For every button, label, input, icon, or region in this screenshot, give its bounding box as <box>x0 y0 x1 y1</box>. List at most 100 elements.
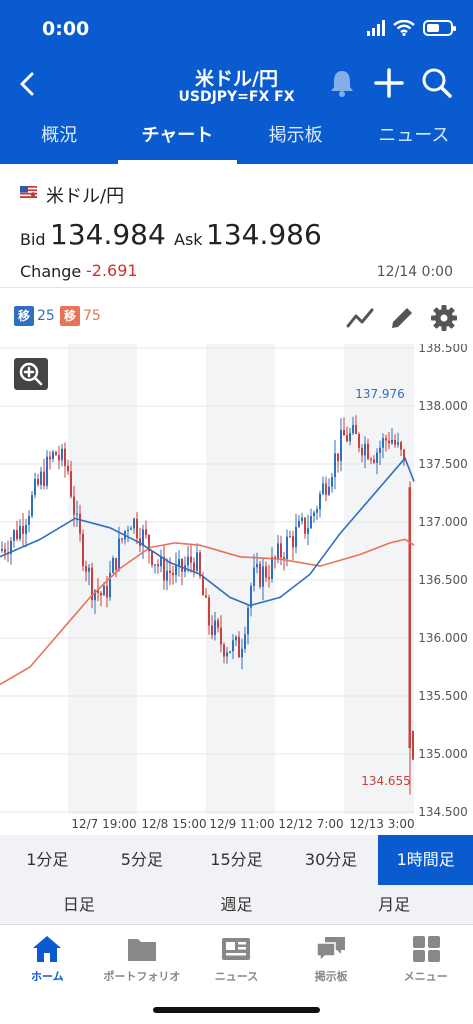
back-button[interactable] <box>8 64 48 104</box>
candle-body <box>100 592 102 596</box>
tab-chart[interactable]: チャート <box>118 112 237 164</box>
candle-body <box>127 529 129 531</box>
candle-body <box>256 563 258 568</box>
x-tick-label: 12/13 3:00 <box>349 817 414 831</box>
candle-body <box>130 528 132 530</box>
search-icon[interactable] <box>420 66 454 100</box>
candle-body <box>286 536 288 559</box>
nav-board[interactable]: 掲示板 <box>284 926 379 1024</box>
candle-body <box>262 566 264 587</box>
candle-body <box>217 620 219 628</box>
nav-menu[interactable]: メニュー <box>378 926 473 1024</box>
tab-board[interactable]: 掲示板 <box>268 125 323 146</box>
candle-body <box>337 453 339 461</box>
candle-body <box>358 434 360 448</box>
candle-body <box>319 493 321 510</box>
candle-body <box>79 513 81 534</box>
nav-home[interactable]: ホーム <box>0 926 95 1024</box>
candle-body <box>46 456 48 486</box>
candle-body <box>49 456 51 460</box>
candle-body <box>268 577 270 579</box>
y-tick-label: 137.500 <box>418 457 468 471</box>
price-chart[interactable]: 138.500 138.000 137.500 137.000 136.500 136.0… <box>0 341 473 834</box>
add-icon[interactable] <box>372 66 406 100</box>
interval-bar: 1分足 5分足 15分足 30分足 1時間足 <box>0 835 473 885</box>
status-bar: 0:00 <box>0 0 473 56</box>
ma75-indicator[interactable]: 移 75 <box>60 306 101 326</box>
candle-body <box>223 644 225 657</box>
candle-body <box>298 521 300 527</box>
interval-15min[interactable]: 15分足 <box>210 850 263 869</box>
candle-body <box>202 576 204 596</box>
zoom-button[interactable] <box>14 358 48 390</box>
quote-panel: 米ドル/円 Bid 134.984 Ask 134.986 Change -2.… <box>0 164 473 288</box>
candle-body <box>190 556 192 563</box>
candle-body <box>112 558 114 573</box>
candle-body <box>25 524 27 534</box>
line-chart-icon[interactable] <box>346 304 374 332</box>
ma25-line <box>0 456 415 607</box>
nav-portfolio-label: ポートフォリオ <box>103 970 181 983</box>
candle-body <box>103 585 105 596</box>
interval-1min[interactable]: 1分足 <box>26 850 69 869</box>
candle-body <box>244 634 246 649</box>
candle-body <box>361 447 363 456</box>
tab-news[interactable]: ニュース <box>378 125 450 146</box>
period-monthly[interactable]: 月足 <box>378 895 411 914</box>
interval-1hour[interactable]: 1時間足 <box>378 835 473 885</box>
candle-body <box>211 625 213 635</box>
grid-icon <box>412 936 440 962</box>
candle-body <box>277 543 279 559</box>
candle-body <box>403 449 405 461</box>
candle-body <box>214 620 216 635</box>
candle-body <box>82 533 84 567</box>
ma75-period: 75 <box>83 308 101 324</box>
nav-portfolio[interactable]: ポートフォリオ <box>95 926 190 1024</box>
candle-body <box>106 585 108 598</box>
nav-news[interactable]: ニュース <box>189 926 284 1024</box>
candle-body <box>121 538 123 540</box>
candle-body <box>37 478 39 485</box>
candle-body <box>1 549 3 551</box>
period-weekly[interactable]: 週足 <box>220 895 253 914</box>
pencil-icon[interactable] <box>388 304 416 332</box>
candle-body <box>325 483 327 495</box>
candle-body <box>301 517 303 521</box>
period-daily[interactable]: 日足 <box>62 895 95 914</box>
tab-overview[interactable]: 概況 <box>41 125 78 146</box>
interval-5min[interactable]: 5分足 <box>120 850 163 869</box>
candle-body <box>142 529 144 546</box>
candle-body <box>52 451 54 459</box>
candle-body <box>181 559 183 572</box>
home-indicator <box>153 1007 320 1013</box>
candle-body <box>241 648 243 658</box>
battery-icon <box>423 20 456 36</box>
bid-label: Bid <box>20 230 46 249</box>
candle-body <box>187 556 189 566</box>
ma25-box: 移 <box>14 306 34 326</box>
gear-icon[interactable] <box>430 304 458 332</box>
ma25-indicator[interactable]: 移 25 <box>14 306 55 326</box>
nav-board-label: 掲示板 <box>314 970 348 983</box>
candle-body <box>412 730 414 760</box>
candle-body <box>193 562 195 571</box>
zoom-in-icon <box>19 362 39 382</box>
candle-body <box>280 543 282 558</box>
interval-30min[interactable]: 30分足 <box>304 850 358 869</box>
candle-body <box>109 572 111 598</box>
candle-body <box>391 440 393 444</box>
candle-body <box>16 530 18 539</box>
quote-timestamp: 12/14 0:00 <box>376 264 453 280</box>
candle-body <box>313 512 315 516</box>
y-tick-label: 138.000 <box>418 399 468 413</box>
day-band <box>344 344 414 814</box>
candle-body <box>61 448 63 461</box>
candle-body <box>175 565 177 575</box>
candle-body <box>379 447 381 453</box>
candle-body <box>73 496 75 515</box>
candle-body <box>226 652 228 657</box>
candle-body <box>136 518 138 539</box>
candle-body <box>10 540 12 554</box>
candle-body <box>196 552 198 571</box>
bell-icon[interactable] <box>328 68 356 98</box>
